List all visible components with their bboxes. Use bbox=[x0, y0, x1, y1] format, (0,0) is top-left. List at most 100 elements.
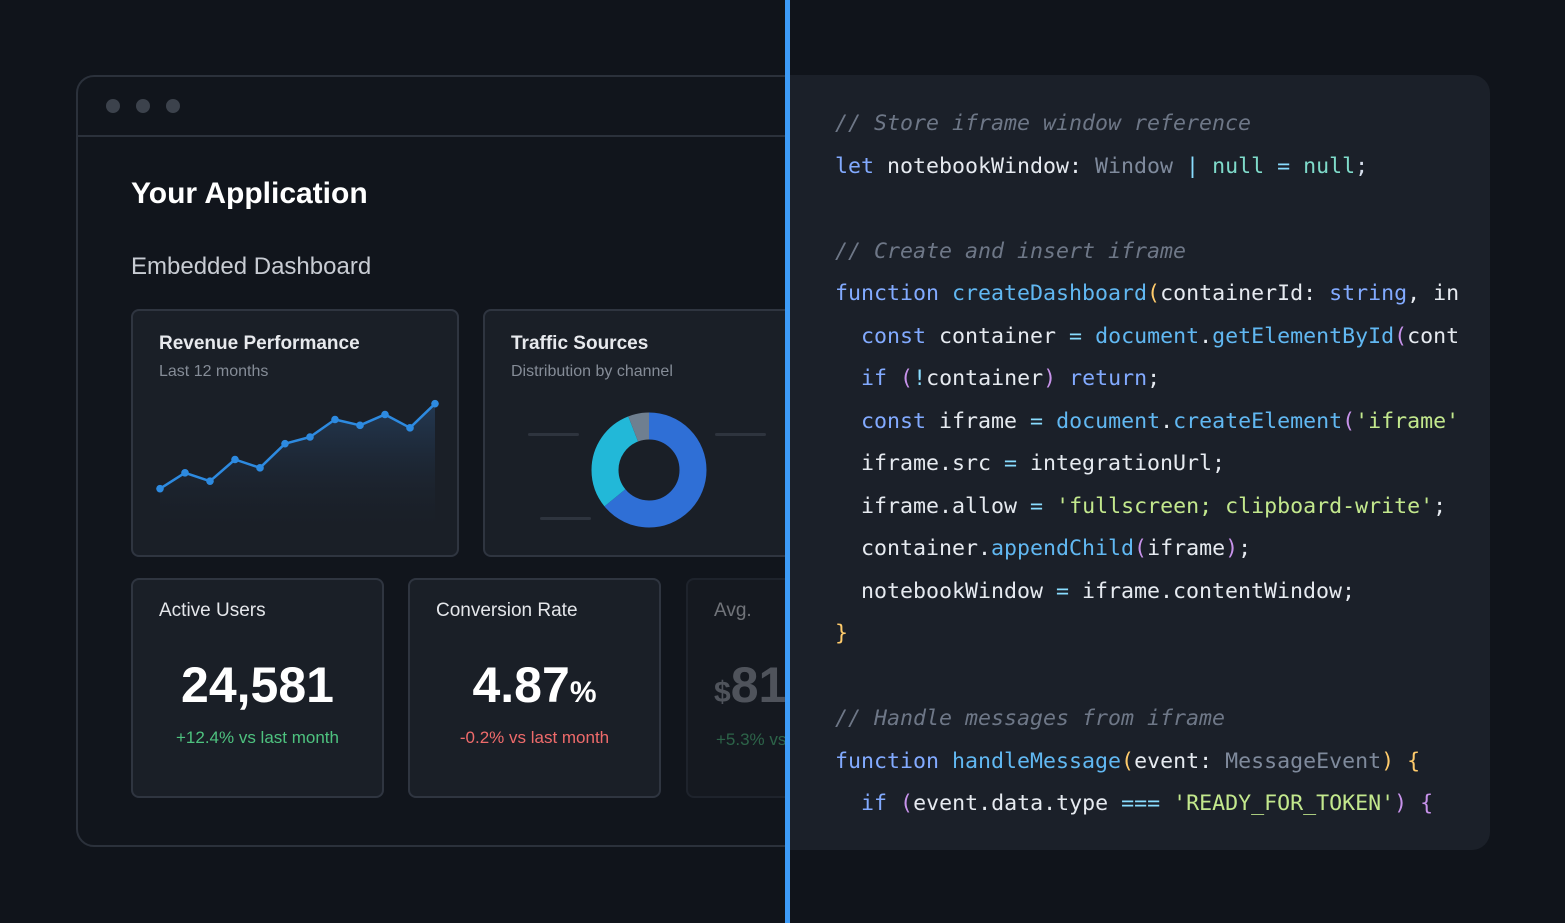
legend-placeholder-bar bbox=[715, 433, 766, 436]
revenue-data-point bbox=[231, 455, 239, 464]
code-token bbox=[835, 409, 861, 434]
code-token: notebookWindow: bbox=[874, 153, 1096, 179]
browser-window: Your Application Embedded Dashboard Reve… bbox=[76, 75, 836, 847]
code-token: handleMessage bbox=[952, 748, 1122, 774]
code-token: MessageEvent bbox=[1225, 748, 1382, 774]
dashboard-subtitle: Embedded Dashboard bbox=[131, 253, 372, 280]
code-token: = bbox=[1264, 153, 1304, 179]
code-token: document bbox=[1082, 323, 1200, 349]
code-line: function handleMessage(event: MessageEve… bbox=[835, 741, 1459, 784]
code-token: === bbox=[1121, 791, 1161, 816]
kpi-card-conversion-rate[interactable]: Conversion Rate 4.87% -0.2% vs last mont… bbox=[408, 578, 661, 798]
revenue-data-point bbox=[381, 410, 389, 419]
code-token: string bbox=[1329, 281, 1408, 306]
code-token: = bbox=[1056, 578, 1070, 604]
code-token: container bbox=[926, 323, 1070, 349]
code-token: event: bbox=[1134, 748, 1226, 774]
code-line bbox=[835, 188, 1459, 231]
code-token bbox=[887, 366, 900, 391]
kpi-delta: +12.4% vs last month bbox=[175, 728, 339, 747]
code-token: ( bbox=[1394, 323, 1408, 349]
code-token: if bbox=[861, 366, 888, 391]
code-token: if bbox=[861, 791, 888, 816]
code-line: // Handle messages from iframe bbox=[835, 698, 1459, 741]
code-line: iframe.allow = 'fullscreen; clipboard-wr… bbox=[835, 486, 1459, 529]
kpi-title: Active Users bbox=[159, 600, 266, 621]
legend-placeholder-bar bbox=[528, 433, 579, 436]
code-token: containerId: bbox=[1160, 281, 1330, 306]
code-token: } bbox=[835, 621, 849, 646]
code-token: ( bbox=[900, 791, 914, 816]
donut-slice bbox=[591, 412, 707, 528]
revenue-data-point bbox=[206, 477, 214, 485]
traffic-card-subtitle: Distribution by channel bbox=[511, 363, 673, 380]
kpi-card-active-users[interactable]: Active Users 24,581 +12.4% vs last month bbox=[131, 578, 384, 798]
code-line: // Create and insert iframe bbox=[835, 231, 1459, 274]
code-token: 'fullscreen; clipboard-write' bbox=[1056, 493, 1434, 519]
code-token bbox=[1043, 494, 1056, 519]
revenue-data-point bbox=[156, 484, 164, 493]
kpi-title: Avg. bbox=[714, 600, 752, 621]
code-token: const bbox=[861, 408, 927, 434]
code-token: container. bbox=[861, 536, 992, 561]
code-token: createDashboard bbox=[952, 281, 1148, 306]
code-token: createElement bbox=[1173, 408, 1343, 434]
code-token bbox=[835, 366, 861, 391]
code-line: const container = document.getElementByI… bbox=[835, 316, 1459, 359]
code-block: // Store iframe window reference let note… bbox=[835, 103, 1459, 826]
code-token: null bbox=[1212, 153, 1265, 179]
code-line: } bbox=[835, 613, 1459, 656]
app-title: Your Application bbox=[131, 177, 368, 210]
code-token bbox=[835, 579, 861, 604]
kpi-value: 24,581 bbox=[181, 657, 334, 713]
code-token: ) bbox=[1225, 536, 1239, 561]
code-token bbox=[835, 324, 861, 349]
code-token: ; bbox=[1238, 536, 1252, 561]
revenue-card-subtitle: Last 12 months bbox=[159, 363, 269, 380]
code-token bbox=[939, 749, 952, 774]
revenue-card[interactable]: Revenue Performance Last 12 months bbox=[131, 309, 459, 557]
split-divider[interactable] bbox=[785, 0, 790, 923]
code-token: // Create and insert iframe bbox=[835, 238, 1187, 264]
code-token bbox=[887, 791, 900, 816]
code-token bbox=[835, 451, 861, 476]
code-line: const iframe = document.createElement('i… bbox=[835, 401, 1459, 444]
traffic-donut-chart bbox=[528, 412, 766, 528]
legend-placeholder-bar bbox=[540, 517, 591, 520]
traffic-card-title: Traffic Sources bbox=[511, 333, 649, 354]
code-token: ( bbox=[1342, 408, 1356, 434]
code-token: getElementById bbox=[1212, 323, 1395, 349]
code-token: ; bbox=[1355, 153, 1369, 179]
code-token bbox=[835, 536, 861, 561]
revenue-line-chart bbox=[156, 399, 439, 526]
code-line bbox=[835, 656, 1459, 699]
window-close-dot[interactable] bbox=[106, 99, 120, 113]
code-line: function createDashboard(containerId: st… bbox=[835, 273, 1459, 316]
kpi-delta: +5.3% vs bbox=[716, 730, 787, 749]
kpi-value: $81 bbox=[714, 657, 787, 713]
code-token: = bbox=[1004, 451, 1018, 476]
code-token bbox=[835, 791, 861, 816]
code-token: ) bbox=[1043, 366, 1057, 391]
code-token: document bbox=[1043, 408, 1161, 434]
revenue-data-point bbox=[356, 421, 364, 430]
code-token bbox=[835, 494, 861, 519]
code-token: 'iframe' bbox=[1355, 408, 1460, 434]
code-token: integrationUrl; bbox=[1017, 451, 1226, 476]
code-line: if (event.data.type === 'READY_FOR_TOKEN… bbox=[835, 783, 1459, 826]
donut-slice bbox=[591, 412, 707, 528]
kpi-unit: % bbox=[569, 676, 597, 709]
kpi-title: Conversion Rate bbox=[436, 600, 578, 621]
traffic-card[interactable]: Traffic Sources Distribution by channel bbox=[483, 309, 823, 557]
revenue-data-point bbox=[281, 439, 289, 448]
code-token: Window bbox=[1095, 153, 1174, 179]
code-token: let bbox=[835, 153, 875, 179]
code-token: iframe.contentWindow; bbox=[1069, 578, 1356, 604]
code-token: iframe.src bbox=[861, 451, 1005, 476]
window-maximize-dot[interactable] bbox=[166, 99, 180, 113]
code-token: | bbox=[1173, 153, 1213, 179]
browser-titlebar bbox=[78, 77, 834, 137]
code-token: ( bbox=[1134, 536, 1148, 561]
window-minimize-dot[interactable] bbox=[136, 99, 150, 113]
code-token: const bbox=[861, 323, 927, 349]
